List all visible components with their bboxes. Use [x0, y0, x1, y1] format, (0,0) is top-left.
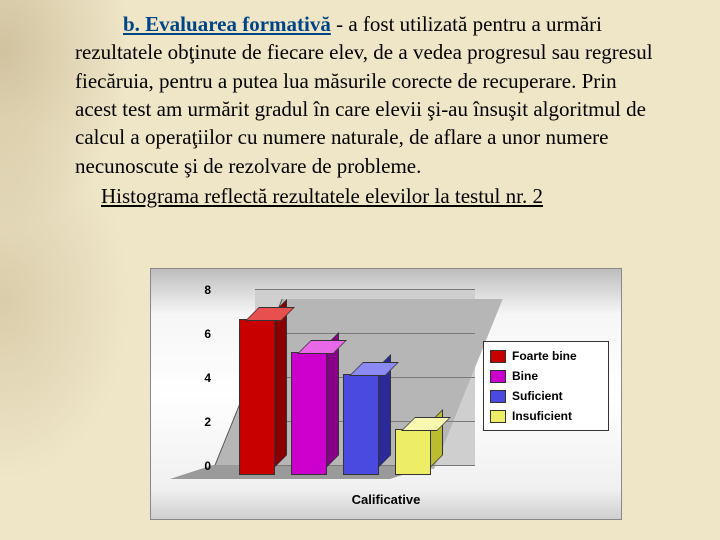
legend-label: Insuficient [512, 409, 572, 423]
ytick: 2 [204, 415, 211, 429]
legend-item: Foarte bine [490, 346, 602, 366]
legend-swatch [490, 350, 506, 363]
ytick: 8 [204, 283, 211, 297]
legend: Foarte bine Bine Suficient Insuficient [483, 341, 609, 431]
x-axis-label: Calificative [151, 492, 621, 507]
legend-item: Suficient [490, 386, 602, 406]
body-text: a fost utilizată pentru a urmări rezulta… [75, 12, 653, 178]
ytick: 0 [204, 459, 211, 473]
legend-swatch [490, 410, 506, 423]
y-axis-labels: 8 6 4 2 0 [189, 289, 211, 469]
legend-label: Suficient [512, 389, 563, 403]
legend-item: Bine [490, 366, 602, 386]
paragraph: b. Evaluarea formativă - a fost utilizat… [75, 10, 655, 210]
heading: b. Evaluarea formativă [123, 12, 331, 36]
legend-swatch [490, 390, 506, 403]
bar-chart: 8 6 4 2 0 Calificative Foarte bine Bine … [150, 268, 622, 520]
ytick: 4 [204, 371, 211, 385]
legend-label: Foarte bine [512, 349, 577, 363]
sep: - [331, 12, 349, 36]
legend-item: Insuficient [490, 406, 602, 426]
legend-swatch [490, 370, 506, 383]
subtitle: Histograma reflectă rezultatele elevilor… [101, 182, 543, 210]
ytick: 6 [204, 327, 211, 341]
legend-label: Bine [512, 369, 538, 383]
